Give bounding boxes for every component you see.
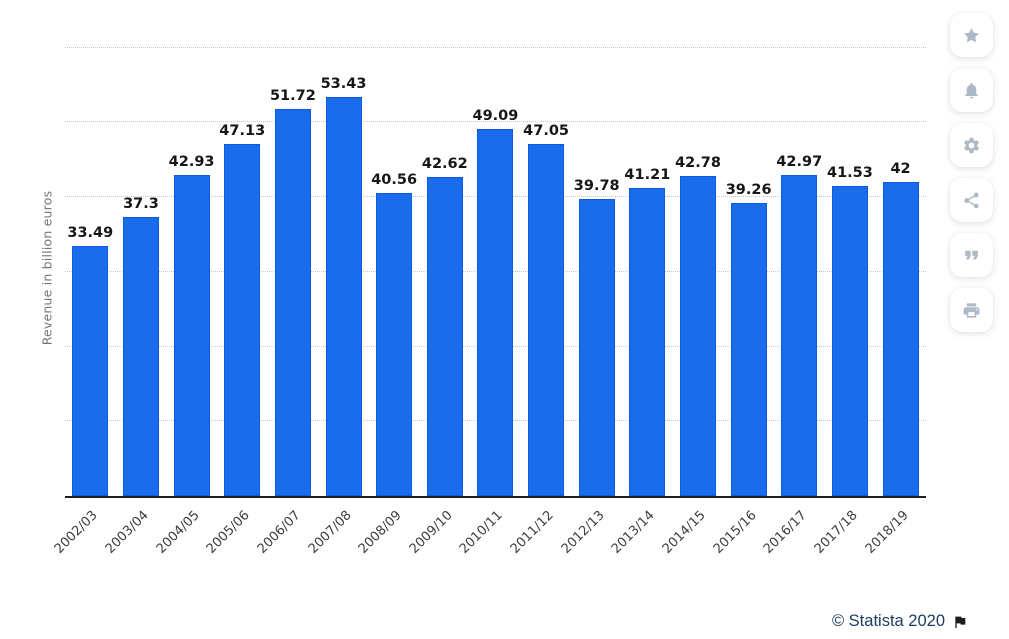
bar-value-label: 49.09: [472, 108, 519, 125]
bar-2004/05[interactable]: [173, 175, 210, 496]
bar-slot: 39.78: [571, 46, 622, 496]
bar-2007/08[interactable]: [325, 96, 362, 496]
x-tick-label: 2002/03: [52, 508, 101, 557]
bar-value-label: 42: [890, 161, 911, 178]
gridline: [65, 121, 926, 123]
settings-button[interactable]: [950, 123, 993, 167]
bar-value-label: 42.93: [168, 154, 215, 171]
bars-row: 33.49 37.3 42.93 47.13 51.72 53.43 40.56 42.62 4…: [65, 46, 926, 496]
x-label-slot: 2018/19: [862, 498, 926, 590]
bar-2005/06[interactable]: [224, 143, 261, 496]
bar-2017/18[interactable]: [831, 185, 868, 496]
bar-slot: 37.3: [116, 46, 167, 496]
bar-2018/19[interactable]: [882, 182, 919, 496]
bar-value-label: 42.97: [776, 153, 823, 170]
bar-slot: 40.56: [369, 46, 420, 496]
share-button[interactable]: [950, 178, 993, 222]
bar-value-label: 47.05: [523, 123, 570, 140]
cite-button[interactable]: [950, 233, 993, 277]
bar-slot: 41.21: [622, 46, 673, 496]
bar-slot: 47.05: [521, 46, 572, 496]
y-axis-label: Revenue in billion euros: [39, 190, 55, 346]
bar-2008/09[interactable]: [376, 192, 413, 496]
bar-slot: 42: [875, 46, 926, 496]
share-icon: [964, 192, 979, 208]
bar-value-label: 37.3: [123, 196, 159, 213]
flag-icon: [955, 616, 966, 628]
plot-area: 33.49 37.3 42.93 47.13 51.72 53.43 40.56 42.62 4…: [65, 46, 926, 498]
bar-value-label: 39.78: [573, 177, 620, 194]
print-button[interactable]: [950, 288, 993, 332]
bar-2013/14[interactable]: [629, 187, 666, 496]
bar-value-label: 53.43: [320, 75, 367, 92]
bar-slot: 42.78: [673, 46, 724, 496]
bar-2009/10[interactable]: [426, 177, 463, 496]
bar-value-label: 42.62: [421, 156, 468, 173]
favorite-button[interactable]: [950, 13, 993, 57]
bar-slot: 42.97: [774, 46, 825, 496]
gear-icon: [964, 137, 979, 153]
bar-slot: 42.93: [166, 46, 217, 496]
printer-icon: [963, 302, 980, 318]
bar-slot: 47.13: [217, 46, 268, 496]
bar-slot: 39.26: [723, 46, 774, 496]
bar-slot: 53.43: [318, 46, 369, 496]
bar-value-label: 51.72: [269, 88, 316, 105]
bar-value-label: 41.53: [826, 164, 873, 181]
x-axis-labels: 2002/03 2003/04 2004/05 2005/06 2006/07 2007/…: [52, 498, 926, 590]
action-toolbar: [950, 13, 993, 332]
bar-2003/04[interactable]: [122, 217, 159, 496]
quote-icon: [965, 250, 978, 259]
bar-2016/17[interactable]: [781, 174, 818, 496]
bar-slot: 41.53: [825, 46, 876, 496]
bar-2006/07[interactable]: [274, 109, 311, 496]
bar-value-label: 33.49: [67, 224, 114, 241]
bar-2015/16[interactable]: [730, 202, 767, 496]
bar-value-label: 42.78: [675, 155, 721, 172]
bar-2011/12[interactable]: [528, 144, 565, 496]
bar-2010/11[interactable]: [477, 129, 514, 496]
bar-value-label: 47.13: [219, 122, 266, 139]
bar-2014/15[interactable]: [680, 176, 716, 496]
star-icon: [963, 27, 980, 42]
bar-slot: 49.09: [470, 46, 521, 496]
bar-value-label: 39.26: [725, 181, 772, 198]
bar-value-label: 41.21: [624, 166, 671, 183]
bar-2012/13[interactable]: [578, 198, 615, 496]
bar-value-label: 40.56: [371, 171, 418, 188]
footer: © Statista 2020: [832, 612, 968, 631]
notifications-button[interactable]: [950, 68, 993, 112]
bell-icon: [965, 82, 978, 98]
bar-slot: 33.49: [65, 46, 116, 496]
gridline: [65, 46, 926, 48]
bar-slot: 51.72: [268, 46, 319, 496]
bar-2002/03[interactable]: [72, 245, 109, 496]
copyright-text[interactable]: © Statista 2020: [831, 612, 945, 630]
bar-slot: 42.62: [419, 46, 470, 496]
